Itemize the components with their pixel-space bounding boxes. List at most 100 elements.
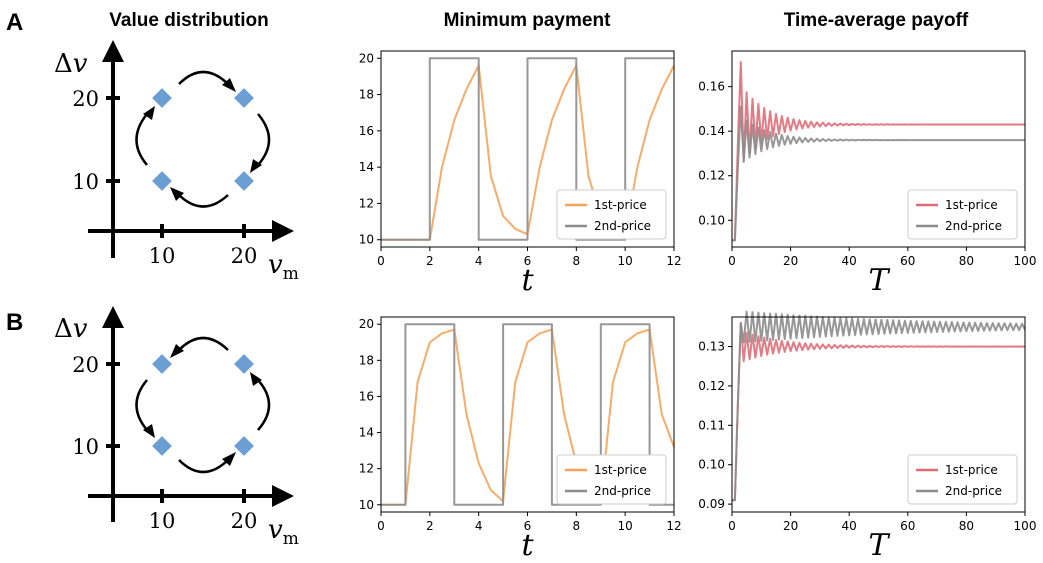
diagram-a-x-axis-label: vm xyxy=(268,250,299,284)
y-tick-label: 0.13 xyxy=(698,340,725,354)
legend-label: 1st-price xyxy=(594,463,647,477)
legend: 1st-price 2nd-price xyxy=(907,454,1018,505)
series-line-first-price xyxy=(732,321,1026,502)
diagram-b-y-axis-label: Δv xyxy=(54,314,88,344)
diagram-b-xtick-label-10: 10 xyxy=(149,509,176,533)
diagram-b-y-arrowhead xyxy=(102,306,124,328)
legend: 1st-price 2nd-price xyxy=(556,189,667,240)
diagram-a-point-20-10 xyxy=(234,171,254,191)
diagram-a-arc-left xyxy=(135,113,148,166)
x-tick-label: 0 xyxy=(728,254,736,268)
x-axis-label: t xyxy=(521,263,534,298)
diagram-a: 20 10 10 20 Δv vm xyxy=(54,40,299,284)
chart-B-minimum-payment: 0 2 4 6 8 10 12 10 12 14 16 18 20 t 1st-price 2nd-price xyxy=(359,316,682,563)
y-tick-label: 18 xyxy=(359,353,374,367)
diagram-b: 20 10 10 20 Δv vm xyxy=(54,306,299,549)
diagram-b-point-20-20 xyxy=(234,354,254,374)
diagram-b-arc-bottom xyxy=(178,459,229,474)
diagram-a-arrowhead-left xyxy=(143,106,155,120)
y-tick-label: 0.14 xyxy=(698,124,725,138)
x-tick-label: 0 xyxy=(377,519,385,533)
x-tick-label: 80 xyxy=(959,519,974,533)
diagram-a-arc-top xyxy=(178,70,229,85)
legend-label: 1st-price xyxy=(945,198,998,212)
y-tick-label: 20 xyxy=(359,51,374,65)
x-tick-label: 20 xyxy=(783,519,798,533)
x-tick-label: 100 xyxy=(1014,519,1037,533)
y-tick-label: 16 xyxy=(359,124,374,138)
header-time-average-payoff: Time-average payoff xyxy=(784,10,969,31)
y-tick-label: 14 xyxy=(359,160,374,174)
legend-label: 1st-price xyxy=(594,198,647,212)
diagram-b-x-arrowhead xyxy=(272,485,294,507)
x-tick-label: 60 xyxy=(900,254,915,268)
y-tick-label: 0.09 xyxy=(698,497,725,511)
diagram-a-point-10-20 xyxy=(152,88,172,108)
x-tick-label: 2 xyxy=(426,254,434,268)
legend-label: 2nd-price xyxy=(594,219,651,233)
y-tick-label: 0.12 xyxy=(698,169,725,183)
diagram-a-x-var: v xyxy=(268,250,283,280)
header-value-distribution: Value distribution xyxy=(109,10,268,31)
legend-label: 2nd-price xyxy=(945,219,1002,233)
diagram-a-y-var: v xyxy=(73,49,88,79)
y-tick-label: 0.16 xyxy=(698,80,725,94)
plot-frame xyxy=(731,316,1026,513)
y-tick-label: 0.12 xyxy=(698,379,725,393)
y-tick-label: 0.10 xyxy=(698,213,725,227)
x-tick-label: 4 xyxy=(475,519,483,533)
diagram-b-xtick-label-20: 20 xyxy=(231,509,258,533)
diagram-b-arrowhead-top xyxy=(170,344,184,358)
legend: 1st-price 2nd-price xyxy=(907,189,1018,240)
y-tick-label: 16 xyxy=(359,389,374,403)
panel-label-b: B xyxy=(6,309,23,336)
diagram-a-x-sub: m xyxy=(283,264,299,284)
series-line-second-price xyxy=(732,310,1026,502)
x-axis-label: t xyxy=(521,528,534,563)
diagram-b-ytick-label-20: 20 xyxy=(72,353,99,377)
diagram-b-arc-right xyxy=(257,379,271,431)
diagram-b-arrowhead-right xyxy=(250,372,262,386)
panel-label-a: A xyxy=(6,9,23,36)
diagram-b-x-sub: m xyxy=(283,529,299,549)
x-tick-label: 8 xyxy=(573,254,581,268)
y-tick-label: 20 xyxy=(359,317,374,331)
diagram-b-ytick-label-10: 10 xyxy=(72,435,99,459)
diagram-a-arc-bottom xyxy=(178,194,229,208)
diagram-b-arc-left xyxy=(135,379,148,431)
charts: 0 2 4 6 8 10 12 10 12 14 16 18 20 t 1st-price 2nd-price… xyxy=(359,50,1037,563)
diagram-a-ytick-label-20: 20 xyxy=(72,87,99,111)
x-tick-label: 12 xyxy=(666,254,681,268)
x-tick-label: 6 xyxy=(524,519,532,533)
legend-label: 2nd-price xyxy=(945,484,1002,498)
diagram-b-point-10-10 xyxy=(152,436,172,456)
legend-label: 1st-price xyxy=(945,463,998,477)
x-tick-label: 6 xyxy=(524,254,532,268)
x-tick-label: 0 xyxy=(377,254,385,268)
y-tick-label: 18 xyxy=(359,88,374,102)
y-tick-label: 10 xyxy=(359,498,374,512)
series-line-first-price xyxy=(381,328,675,506)
diagram-b-arc-top xyxy=(178,336,229,351)
x-tick-label: 40 xyxy=(842,254,857,268)
series-line-first-price xyxy=(732,61,1025,242)
diagram-a-arc-right xyxy=(257,113,271,166)
diagram-a-xtick-label-10: 10 xyxy=(149,244,176,268)
plot-frame xyxy=(731,50,1026,248)
diagram-a-y-arrowhead xyxy=(102,40,124,62)
diagram-b-point-20-10 xyxy=(234,436,254,456)
diagram-b-x-axis-label: vm xyxy=(268,515,299,549)
x-tick-label: 12 xyxy=(666,519,681,533)
x-tick-label: 4 xyxy=(475,254,483,268)
y-tick-label: 0.11 xyxy=(698,418,725,432)
x-axis-label: T xyxy=(868,263,890,298)
series-line-second-price xyxy=(732,105,1025,242)
y-tick-label: 10 xyxy=(359,233,374,247)
legend-label: 2nd-price xyxy=(594,484,651,498)
x-tick-label: 60 xyxy=(900,519,915,533)
diagram-a-ytick-label-10: 10 xyxy=(72,170,99,194)
y-tick-label: 12 xyxy=(359,462,374,476)
diagram-a-arrowhead-right xyxy=(250,159,262,173)
x-tick-label: 80 xyxy=(959,254,974,268)
